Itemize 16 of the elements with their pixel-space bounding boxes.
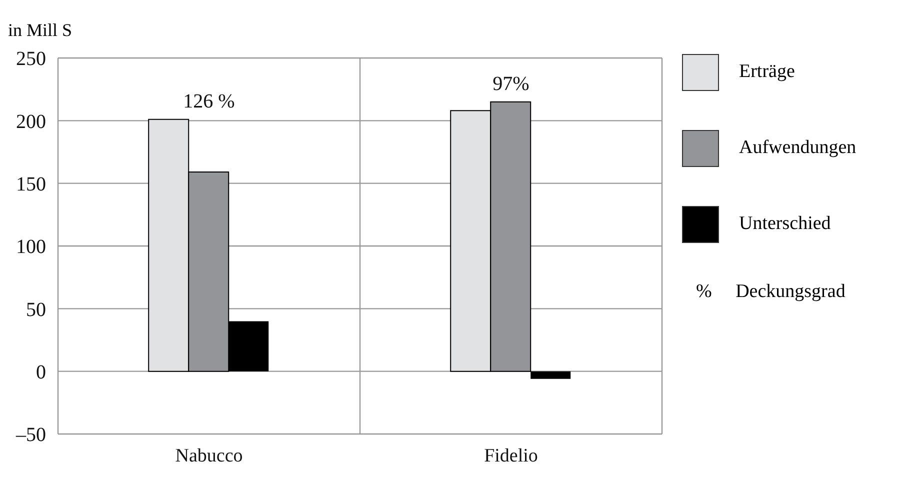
y-tick-label: 150 xyxy=(16,173,46,196)
legend-label: Erträge xyxy=(739,61,795,83)
y-tick-label: 100 xyxy=(16,236,46,258)
y-tick-label: 50 xyxy=(26,298,46,321)
y-axis-title: in Mill S xyxy=(8,20,72,41)
y-tick-label: 200 xyxy=(16,110,46,133)
legend-label: Unterschied xyxy=(739,213,831,235)
text: % Deckungsgrad xyxy=(696,281,846,303)
legend-label: Aufwendungen xyxy=(739,137,856,159)
x-tick-label: Fidelio xyxy=(484,445,538,466)
y-tick-label: 250 xyxy=(16,48,46,70)
y-tick-label: 0 xyxy=(36,361,46,384)
y-tick-label: –50 xyxy=(15,424,46,446)
annotation: 97% xyxy=(492,72,530,95)
annotation: 126 % xyxy=(183,90,235,112)
x-tick-label: Nabucco xyxy=(175,445,243,466)
